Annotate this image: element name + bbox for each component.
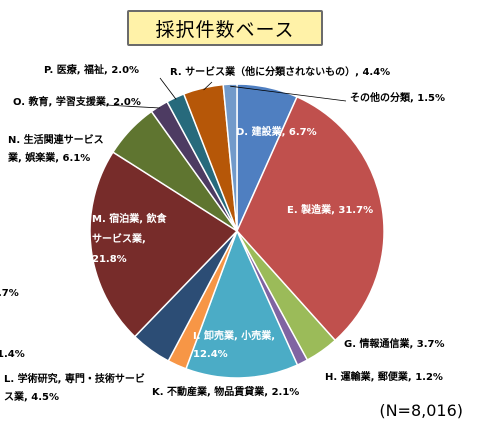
chart-title: 採択件数ベース (127, 10, 323, 46)
slice-label-line: L. 学術研究, 専門・技術サービ (4, 372, 145, 385)
slice-label-line: 12.4% (193, 349, 228, 360)
sample-size-note: (N=8,016) (379, 401, 463, 420)
leader-line-2 (203, 81, 213, 91)
slice-label-11: R. サービス業（他に分類されないもの）, 4.4% (170, 65, 390, 78)
slice-label-line: 業, 娯楽業, 6.1% (7, 151, 90, 164)
slice-label-line: O. 教育, 学習支援業, 2.0% (13, 95, 141, 108)
slice-label-line: E. 製造業, 31.7% (287, 203, 373, 216)
slice-label-line: 21.8% (92, 254, 127, 265)
pie-slice-7 (89, 151, 239, 338)
slice-label-line: P. 医療, 福祉, 2.0% (44, 63, 139, 76)
edge-fragment-label: 1.4% (0, 349, 25, 360)
data-labels: D. 建設業, 6.7% E. 製造業, 31.7% G. 情報通信業, 3.7% H… (0, 63, 445, 403)
slice-label-9: O. 教育, 学習支援業, 2.0% (13, 95, 141, 108)
pie-slice-4 (184, 229, 299, 379)
slice-label-8: N. 生活関連サービス業, 娯楽業, 6.1% (7, 133, 104, 164)
edge-fragment-label: .7% (0, 288, 19, 299)
slice-label-1: E. 製造業, 31.7% (287, 203, 373, 216)
slice-label-4: I. 卸売業, 小売業, 12.4% (193, 329, 275, 360)
slice-label-10: P. 医療, 福祉, 2.0% (44, 63, 139, 76)
slice-label-line: I. 卸売業, 小売業, (193, 329, 275, 342)
leader-line-3 (230, 85, 347, 102)
pie-slice-1 (236, 95, 385, 342)
slice-label-line: その他の分類, 1.5% (350, 91, 445, 104)
slice-label-line: H. 運輸業, 郵便業, 1.2% (325, 370, 443, 383)
slice-label-line: G. 情報通信業, 3.7% (344, 337, 445, 350)
slices (89, 83, 385, 379)
slice-label-3: H. 運輸業, 郵便業, 1.2% (325, 370, 443, 383)
slice-label-line: K. 不動産業, 物品賃貸業, 2.1% (152, 385, 299, 398)
leader-line-1 (159, 77, 177, 100)
slice-label-6: L. 学術研究, 専門・技術サービス業, 4.5% (4, 372, 145, 403)
slice-label-2: G. 情報通信業, 3.7% (344, 337, 445, 350)
slice-label-line: M. 宿泊業, 飲食 (92, 212, 168, 225)
slice-label-12: その他の分類, 1.5% (350, 91, 445, 104)
leader-line-0 (105, 104, 161, 109)
pie-slice-12 (222, 83, 238, 232)
slice-label-line: サービス業, (92, 232, 146, 245)
slice-label-0: D. 建設業, 6.7% (236, 125, 317, 138)
slice-label-line: ス業, 4.5% (4, 390, 59, 403)
slice-label-line: N. 生活関連サービス (8, 133, 104, 146)
slice-label-line: D. 建設業, 6.7% (236, 125, 317, 138)
slice-label-5: K. 不動産業, 物品賃貸業, 2.1% (152, 385, 299, 398)
leader-lines (105, 77, 347, 109)
slice-label-7: M. 宿泊業, 飲食サービス業, 21.8% (92, 212, 168, 265)
slice-label-line: R. サービス業（他に分類されないもの）, 4.4% (170, 65, 390, 78)
